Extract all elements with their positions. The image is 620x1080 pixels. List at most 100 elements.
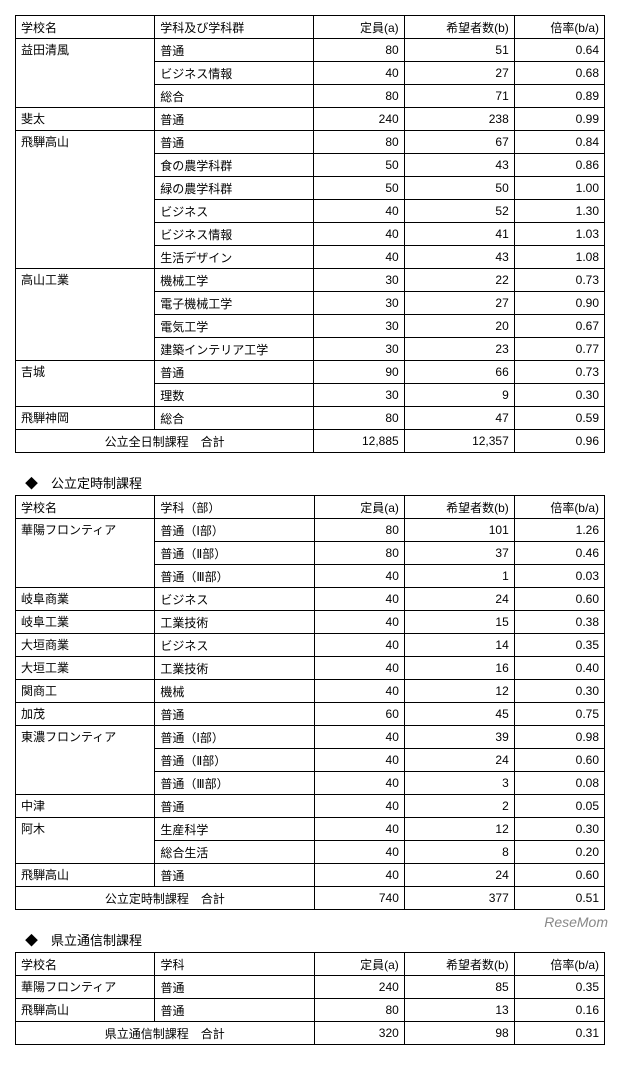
school-cell: 加茂 (16, 703, 155, 726)
section-title-2: ◆ 公立定時制課程 (25, 473, 605, 492)
school-cell: 関商工 (16, 680, 155, 703)
app-cell: 43 (404, 154, 514, 177)
table-row: 中津普通4020.05 (16, 795, 605, 818)
col-header: 学科（部） (155, 496, 314, 519)
dept-cell: 普通 (155, 131, 314, 154)
school-cell: 華陽フロンティア (16, 519, 155, 588)
rate-cell: 0.84 (514, 131, 604, 154)
rate-cell: 0.75 (514, 703, 604, 726)
cap-cell: 40 (314, 246, 404, 269)
app-cell: 47 (404, 407, 514, 430)
total-row: 県立通信制課程 合計320980.31 (16, 1022, 605, 1045)
dept-cell: 普通 (155, 361, 314, 384)
table-row: 華陽フロンティア普通240850.35 (16, 976, 605, 999)
cap-cell: 40 (314, 588, 404, 611)
cap-cell: 60 (314, 703, 404, 726)
app-cell: 8 (404, 841, 514, 864)
table-row: 阿木生産科学40120.30 (16, 818, 605, 841)
app-cell: 50 (404, 177, 514, 200)
cap-cell: 40 (314, 565, 404, 588)
dept-cell: 普通 (155, 795, 314, 818)
rate-cell: 0.03 (514, 565, 604, 588)
rate-cell: 0.30 (514, 680, 604, 703)
app-cell: 12 (404, 818, 514, 841)
cap-cell: 90 (314, 361, 404, 384)
col-header: 学校名 (16, 953, 155, 976)
app-cell: 39 (404, 726, 514, 749)
total-app: 98 (404, 1022, 514, 1045)
app-cell: 9 (404, 384, 514, 407)
dept-cell: ビジネス情報 (155, 62, 314, 85)
dept-cell: 普通（Ⅰ部） (155, 726, 314, 749)
app-cell: 238 (404, 108, 514, 131)
dept-cell: 機械 (155, 680, 314, 703)
cap-cell: 40 (314, 726, 404, 749)
table-row: 高山工業機械工学30220.73 (16, 269, 605, 292)
app-cell: 24 (404, 588, 514, 611)
app-cell: 24 (404, 864, 514, 887)
col-header: 学科 (155, 953, 314, 976)
app-cell: 43 (404, 246, 514, 269)
app-cell: 12 (404, 680, 514, 703)
rate-cell: 0.40 (514, 657, 604, 680)
col-header: 定員(a) (314, 953, 404, 976)
table-row: 岐阜商業ビジネス40240.60 (16, 588, 605, 611)
app-cell: 15 (404, 611, 514, 634)
app-cell: 41 (404, 223, 514, 246)
rate-cell: 0.73 (514, 269, 604, 292)
rate-cell: 1.30 (514, 200, 604, 223)
app-cell: 24 (404, 749, 514, 772)
school-cell: 飛騨高山 (16, 864, 155, 887)
total-rate: 0.96 (514, 430, 604, 453)
rate-cell: 0.73 (514, 361, 604, 384)
dept-cell: ビジネス (155, 588, 314, 611)
dept-cell: 総合 (155, 85, 314, 108)
cap-cell: 40 (314, 864, 404, 887)
cap-cell: 40 (314, 634, 404, 657)
school-cell: 岐阜商業 (16, 588, 155, 611)
rate-cell: 0.59 (514, 407, 604, 430)
cap-cell: 40 (314, 795, 404, 818)
dept-cell: 電子機械工学 (155, 292, 314, 315)
app-cell: 27 (404, 292, 514, 315)
school-cell: 大垣工業 (16, 657, 155, 680)
table-row: 飛騨高山普通80130.16 (16, 999, 605, 1022)
total-rate: 0.51 (514, 887, 604, 910)
school-cell: 大垣商業 (16, 634, 155, 657)
rate-cell: 0.35 (514, 634, 604, 657)
cap-cell: 40 (314, 62, 404, 85)
app-cell: 52 (404, 200, 514, 223)
total-cap: 740 (314, 887, 404, 910)
school-cell: 吉城 (16, 361, 155, 407)
app-cell: 51 (404, 39, 514, 62)
dept-cell: 普通 (155, 108, 314, 131)
cap-cell: 30 (314, 384, 404, 407)
dept-cell: 理数 (155, 384, 314, 407)
cap-cell: 30 (314, 269, 404, 292)
col-header: 定員(a) (314, 16, 404, 39)
rate-cell: 0.20 (514, 841, 604, 864)
rate-cell: 0.30 (514, 384, 604, 407)
total-label: 県立通信制課程 合計 (16, 1022, 315, 1045)
rate-cell: 0.99 (514, 108, 604, 131)
table-row: 益田清風普通80510.64 (16, 39, 605, 62)
total-label: 公立定時制課程 合計 (16, 887, 315, 910)
dept-cell: 普通 (155, 976, 314, 999)
dept-cell: 緑の農学科群 (155, 177, 314, 200)
dept-cell: 普通（Ⅱ部） (155, 542, 314, 565)
cap-cell: 80 (314, 542, 404, 565)
dept-cell: 普通 (155, 703, 314, 726)
school-cell: 飛騨高山 (16, 999, 155, 1022)
col-header: 学校名 (16, 496, 155, 519)
table-row: 飛騨神岡総合80470.59 (16, 407, 605, 430)
app-cell: 71 (404, 85, 514, 108)
dept-cell: 総合生活 (155, 841, 314, 864)
table-row: 関商工機械40120.30 (16, 680, 605, 703)
section-title-3: ◆ 県立通信制課程 (25, 930, 605, 949)
total-label: 公立全日制課程 合計 (16, 430, 314, 453)
total-cap: 320 (314, 1022, 404, 1045)
table-row: 加茂普通60450.75 (16, 703, 605, 726)
dept-cell: ビジネス情報 (155, 223, 314, 246)
rate-cell: 0.86 (514, 154, 604, 177)
dept-cell: 普通（Ⅱ部） (155, 749, 314, 772)
